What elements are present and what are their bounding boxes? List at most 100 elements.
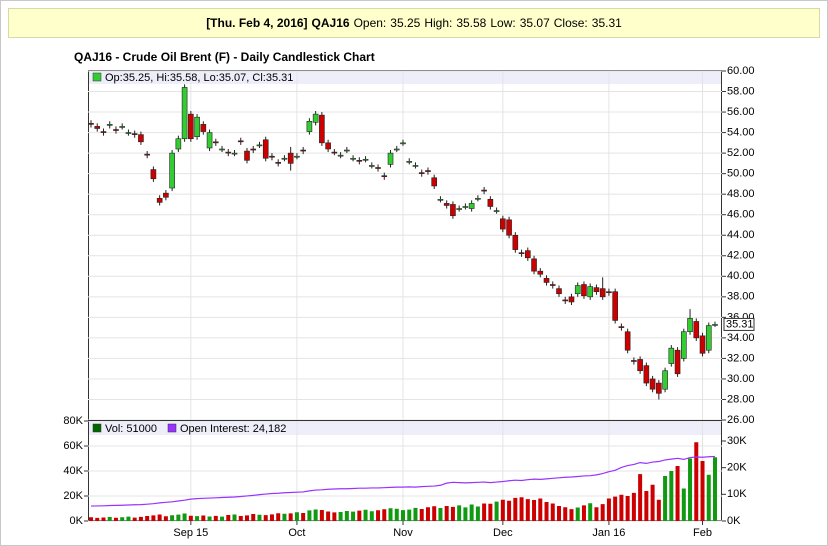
candle-body bbox=[88, 123, 94, 125]
volume-bar bbox=[226, 515, 231, 521]
volume-bar bbox=[238, 516, 243, 521]
candle-body bbox=[643, 365, 650, 384]
volume-bar bbox=[432, 506, 437, 521]
legend-value: 35.25 bbox=[123, 72, 151, 84]
candle-body bbox=[618, 326, 625, 328]
candle-body bbox=[312, 113, 319, 123]
candle-body bbox=[662, 370, 668, 390]
candle-body bbox=[687, 318, 693, 333]
volume-bar bbox=[107, 517, 112, 521]
candle-body bbox=[325, 142, 331, 150]
candle-body bbox=[581, 284, 587, 297]
volume-bar bbox=[95, 517, 100, 521]
quote-label: Open: bbox=[353, 16, 387, 30]
candle-body bbox=[406, 161, 413, 163]
volume-bar bbox=[245, 515, 249, 521]
y-tick-label: 48.00 bbox=[727, 188, 755, 200]
candle-body bbox=[262, 139, 269, 159]
candle-body bbox=[169, 152, 175, 189]
volume-bar bbox=[89, 517, 93, 521]
volume-bar bbox=[307, 510, 312, 521]
volume-bar bbox=[344, 511, 349, 521]
candle-body bbox=[481, 189, 487, 192]
candle-body bbox=[631, 360, 637, 362]
volume-bar bbox=[488, 503, 493, 521]
candle-body bbox=[144, 153, 150, 156]
quote-value: 35.07 bbox=[519, 16, 550, 30]
candle-body bbox=[344, 149, 350, 152]
volume-bar bbox=[625, 496, 630, 521]
volume-bar bbox=[575, 507, 580, 521]
candle-body bbox=[524, 250, 531, 259]
y2-tick-label: 30K bbox=[727, 435, 747, 447]
volume-bar bbox=[207, 516, 212, 521]
candle-body bbox=[537, 270, 544, 275]
y-tick-label: 26.00 bbox=[727, 414, 755, 426]
volume-bar bbox=[288, 513, 293, 521]
y-tick-label: 50.00 bbox=[727, 168, 755, 180]
y-tick-label: 30.00 bbox=[727, 373, 755, 385]
quote-header: [Thu. Feb 4, 2016] QAJ16 Open: 35.25 High… bbox=[8, 8, 820, 38]
candle-body bbox=[188, 113, 194, 140]
volume-bar bbox=[188, 515, 193, 521]
candle-body bbox=[587, 286, 594, 298]
quote-value: 35.58 bbox=[456, 16, 487, 30]
candle-body bbox=[381, 175, 388, 178]
y-tick-label: 52.00 bbox=[727, 147, 755, 159]
candle-body bbox=[119, 126, 125, 128]
candle-body bbox=[693, 321, 700, 339]
legend-swatch bbox=[92, 72, 102, 82]
volume-bar bbox=[644, 491, 649, 521]
volume-bar bbox=[425, 507, 430, 521]
candle-body bbox=[219, 148, 225, 151]
volume-bar bbox=[581, 505, 586, 521]
volume-bar bbox=[507, 500, 512, 521]
volume-bar bbox=[569, 509, 574, 521]
volume-bar bbox=[631, 492, 636, 521]
candle-body bbox=[437, 199, 444, 201]
legend-swatch bbox=[92, 423, 102, 433]
candle-body bbox=[712, 324, 718, 326]
volume-bar bbox=[382, 509, 387, 521]
volume-bar bbox=[675, 466, 680, 521]
volume-bar bbox=[294, 512, 299, 521]
volume-bar bbox=[482, 503, 487, 521]
y-tick-label: 42.00 bbox=[727, 250, 755, 262]
volume-bar bbox=[145, 516, 150, 521]
volume-bar bbox=[419, 509, 424, 521]
candle-body bbox=[300, 149, 306, 152]
volume-tick-label: 20K bbox=[63, 490, 83, 502]
quote-symbol: QAJ16 bbox=[311, 16, 350, 30]
candle-body bbox=[131, 133, 138, 135]
volume-bar bbox=[713, 457, 717, 521]
candle-body bbox=[256, 144, 263, 147]
chart-title: QAJ16 - Crude Oil Brent (F) - Daily Cand… bbox=[74, 50, 375, 64]
y-tick-label: 60.00 bbox=[727, 65, 755, 77]
marks bbox=[88, 84, 718, 521]
volume-bar bbox=[438, 508, 443, 521]
volume-bar bbox=[388, 508, 393, 521]
candle-body bbox=[450, 204, 456, 217]
candle-body bbox=[506, 219, 512, 236]
volume-bar bbox=[151, 515, 156, 521]
volume-bar bbox=[138, 516, 143, 521]
volume-bar bbox=[357, 510, 362, 521]
y2-tick-label: 0K bbox=[727, 515, 741, 527]
volume-bar bbox=[663, 476, 668, 521]
volume-bar bbox=[413, 507, 418, 521]
volume-bar bbox=[563, 507, 568, 521]
candle-body bbox=[362, 158, 369, 161]
candle-body bbox=[574, 285, 581, 295]
quote-value: 35.25 bbox=[390, 16, 421, 30]
x-tick-label: Feb bbox=[693, 527, 712, 539]
volume-bar bbox=[195, 516, 200, 521]
candle-body bbox=[425, 170, 431, 172]
volume-bar bbox=[457, 505, 462, 521]
quote-label: Close: bbox=[553, 16, 588, 30]
y-tick-label: 54.00 bbox=[727, 126, 755, 138]
volume-bar bbox=[513, 497, 518, 521]
candle-body bbox=[250, 148, 257, 151]
volume-bar bbox=[463, 507, 468, 521]
candle-body bbox=[468, 203, 475, 209]
